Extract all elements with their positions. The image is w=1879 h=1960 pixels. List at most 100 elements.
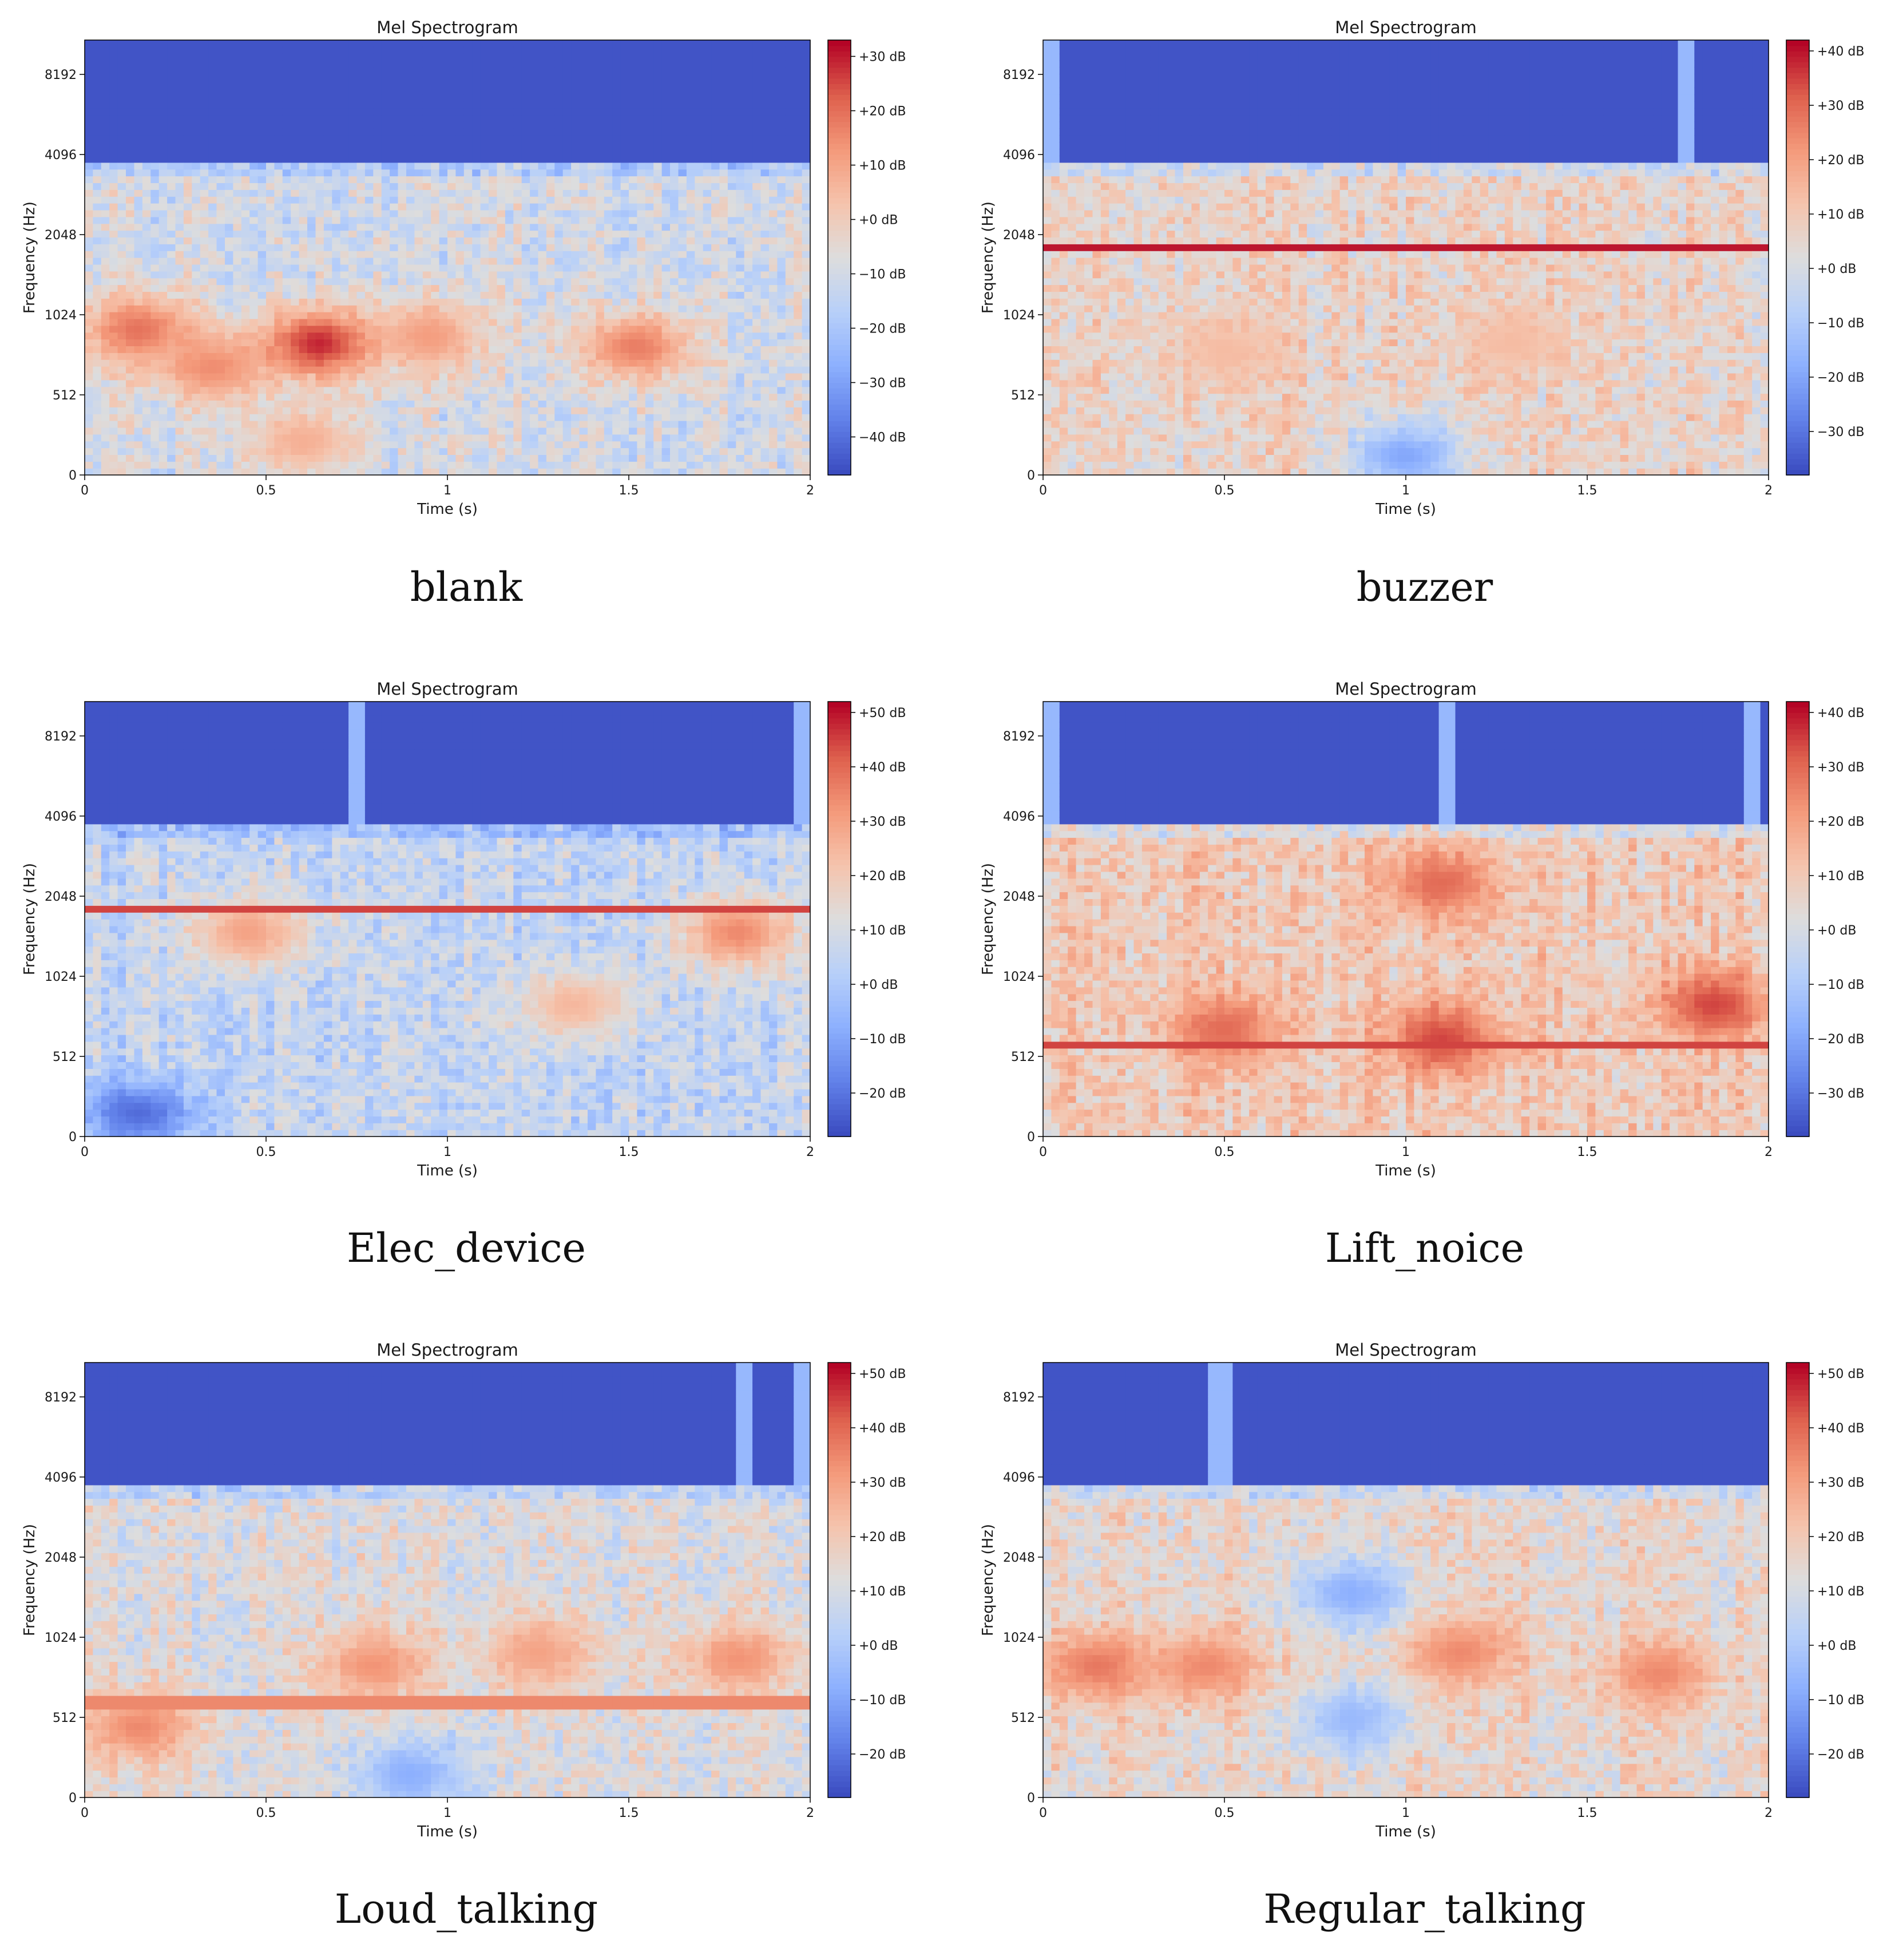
- heatmap-cell: [159, 196, 168, 204]
- heatmap-cell: [200, 196, 209, 204]
- heatmap-cell: [184, 176, 192, 184]
- heatmap-cell: [159, 285, 168, 292]
- heatmap-cell: [192, 210, 200, 217]
- heatmap-cell: [225, 81, 233, 88]
- heatmap-cell: [101, 135, 110, 142]
- heatmap-cell: [85, 387, 93, 394]
- heatmap-cell: [184, 366, 192, 374]
- heatmap-cell: [167, 40, 176, 47]
- heatmap-cell: [142, 142, 151, 149]
- heatmap-cell: [150, 380, 159, 387]
- heatmap-cell: [93, 224, 101, 231]
- heatmap-cell: [134, 434, 143, 442]
- heatmap-cell: [101, 441, 110, 449]
- heatmap-cell: [184, 40, 192, 47]
- heatmap-cell: [126, 40, 134, 47]
- heatmap-cell: [142, 149, 151, 156]
- heatmap-cell: [225, 169, 233, 177]
- heatmap-cell: [192, 359, 200, 367]
- heatmap-cell: [192, 54, 200, 61]
- heatmap-cell: [109, 380, 118, 387]
- heatmap-cell: [118, 400, 126, 407]
- heatmap-cell: [150, 183, 159, 190]
- heatmap-cell: [134, 414, 143, 421]
- heatmap-cell: [176, 135, 184, 142]
- heatmap-cell: [118, 210, 126, 217]
- heatmap-cell: [233, 407, 241, 414]
- heatmap-cell: [109, 251, 118, 258]
- heatmap-cell: [200, 251, 209, 258]
- heatmap-cell: [150, 448, 159, 456]
- heatmap-cell: [101, 387, 110, 394]
- heatmap-cell: [192, 68, 200, 75]
- heatmap-cell: [176, 285, 184, 292]
- heatmap-cell: [85, 298, 93, 306]
- heatmap-cell: [167, 326, 176, 333]
- heatmap-cell: [159, 414, 168, 421]
- heatmap-cell: [85, 163, 93, 170]
- heatmap-cell: [176, 108, 184, 116]
- heatmap-cell: [126, 387, 134, 394]
- heatmap-cell: [217, 68, 225, 75]
- heatmap-cell: [142, 373, 151, 381]
- heatmap-cell: [142, 68, 151, 75]
- heatmap-cell: [217, 387, 225, 394]
- heatmap-cell: [192, 61, 200, 68]
- heatmap-cell: [184, 414, 192, 421]
- heatmap-cell: [134, 264, 143, 272]
- heatmap-cell: [217, 135, 225, 142]
- heatmap-cell: [208, 101, 217, 109]
- heatmap-cell: [192, 319, 200, 326]
- heatmap-cell: [167, 394, 176, 401]
- heatmap-cell: [192, 373, 200, 381]
- heatmap-cell: [217, 278, 225, 286]
- heatmap-cell: [134, 94, 143, 102]
- heatmap-cell: [118, 468, 126, 476]
- heatmap-cell: [192, 448, 200, 456]
- heatmap-cell: [208, 94, 217, 102]
- heatmap-cell: [176, 224, 184, 231]
- heatmap-cell: [225, 47, 233, 54]
- heatmap-cell: [101, 448, 110, 456]
- heatmap-cell: [134, 176, 143, 184]
- heatmap-cell: [225, 54, 233, 61]
- heatmap-cell: [93, 68, 101, 75]
- heatmap-cell: [200, 115, 209, 122]
- heatmap-cell: [225, 224, 233, 231]
- heatmap-cell: [126, 244, 134, 251]
- heatmap-cell: [118, 183, 126, 190]
- heatmap-cell: [126, 278, 134, 286]
- heatmap-cell: [134, 115, 143, 122]
- heatmap-cell: [217, 400, 225, 407]
- heatmap-cell: [159, 163, 168, 170]
- heatmap-cell: [109, 264, 118, 272]
- heatmap-cell: [192, 47, 200, 54]
- heatmap-cell: [101, 312, 110, 319]
- heatmap-cell: [208, 135, 217, 142]
- heatmap-cell: [134, 149, 143, 156]
- heatmap-cell: [134, 244, 143, 251]
- heatmap-cell: [85, 326, 93, 333]
- heatmap-cell: [233, 291, 241, 299]
- heatmap-cell: [109, 319, 118, 326]
- heatmap-cell: [208, 203, 217, 211]
- heatmap-cell: [101, 217, 110, 224]
- heatmap-cell: [208, 407, 217, 414]
- heatmap-cell: [225, 326, 233, 333]
- heatmap-cell: [217, 231, 225, 238]
- heatmap-cell: [208, 237, 217, 244]
- heatmap-cell: [93, 74, 101, 81]
- heatmap-cell: [150, 68, 159, 75]
- heatmap-cell: [118, 169, 126, 177]
- heatmap-cell: [101, 291, 110, 299]
- heatmap-cell: [208, 115, 217, 122]
- heatmap-cell: [150, 210, 159, 217]
- heatmap-cell: [208, 400, 217, 407]
- heatmap-cell: [176, 271, 184, 279]
- heatmap-cell: [150, 366, 159, 374]
- heatmap-cell: [200, 94, 209, 102]
- heatmap-cell: [109, 142, 118, 149]
- heatmap-cell: [118, 189, 126, 197]
- heatmap-cell: [167, 101, 176, 109]
- heatmap-cell: [176, 47, 184, 54]
